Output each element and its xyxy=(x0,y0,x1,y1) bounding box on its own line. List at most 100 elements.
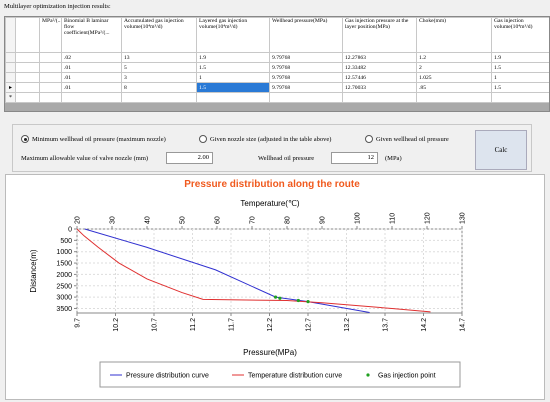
cell: 1.5 xyxy=(491,62,549,73)
radio-option[interactable]: Given nozzle size (adjusted in the table… xyxy=(199,135,331,143)
cell: 12.70033 xyxy=(342,82,417,93)
x-tick-label: 13.2 xyxy=(344,318,351,332)
cell: 1.025 xyxy=(416,72,492,83)
radio-label[interactable]: Given wellhead oil pressure xyxy=(376,135,449,143)
cell xyxy=(15,52,40,63)
cell xyxy=(491,92,549,103)
cell xyxy=(342,92,417,103)
chart: Pressure distribution along the route Te… xyxy=(29,179,467,388)
cell xyxy=(39,92,62,103)
cell xyxy=(61,92,122,103)
legend-label: Pressure distribution curve xyxy=(126,373,209,380)
x-tick-label: 11.2 xyxy=(190,318,197,331)
cell: 9.79768 xyxy=(269,62,343,73)
cell xyxy=(39,82,62,93)
data-line xyxy=(84,228,370,314)
cell: 9.79768 xyxy=(269,52,343,63)
x2-tick-label: 80 xyxy=(285,216,292,224)
radio-option[interactable]: Given wellhead oil pressure xyxy=(365,135,449,143)
cell: 1.5 xyxy=(196,62,270,73)
radio-option[interactable]: Minimum wellhead oil pressure (maximum n… xyxy=(21,135,166,143)
data-line xyxy=(76,228,431,313)
y-tick-label: 1500 xyxy=(56,261,72,268)
cell: 3 xyxy=(121,72,197,83)
x-axis-label: Pressure(MPa) xyxy=(243,348,297,357)
radio-dot[interactable] xyxy=(365,135,373,143)
cell: 13 xyxy=(121,52,197,63)
y-tick-label: 2000 xyxy=(56,272,72,279)
y-tick-label: 2500 xyxy=(56,283,72,290)
cell xyxy=(196,92,270,103)
cell: 1 xyxy=(196,72,270,83)
x2-tick-label: 90 xyxy=(320,216,327,224)
data-point xyxy=(296,298,300,303)
cell xyxy=(39,72,62,83)
y-axis-label: Distance(m) xyxy=(29,249,38,292)
radio-label[interactable]: Minimum wellhead oil pressure (maximum n… xyxy=(32,135,166,143)
y-tick-label: 1000 xyxy=(56,249,72,256)
calc-button[interactable]: Calc xyxy=(475,130,527,170)
cell xyxy=(15,82,40,93)
header-cell: Gas injection pressure at the layer posi… xyxy=(342,17,417,53)
x-tick-label: 10.2 xyxy=(113,318,120,332)
cell: 9.79768 xyxy=(269,72,343,83)
cell: 1.9 xyxy=(196,52,270,63)
legend-label: Temperature distribution curve xyxy=(248,373,342,380)
data-row: ▸ .01 8 1.5 9.79768 12.70033.85 1.5 xyxy=(5,82,549,93)
cell: 2 xyxy=(416,62,492,73)
data-point xyxy=(306,300,310,304)
chart-title: Pressure distribution along the route xyxy=(184,179,360,190)
x-tick-label: 14.7 xyxy=(460,318,467,332)
y-tick-label: 3000 xyxy=(56,295,72,302)
cell: .01 xyxy=(61,72,122,83)
radio-dot[interactable] xyxy=(21,135,29,143)
legend-label: Gas injection point xyxy=(378,373,436,380)
cell xyxy=(15,72,40,83)
cell: .01 xyxy=(61,62,122,73)
x2-tick-label: 40 xyxy=(145,216,152,224)
new-row: * xyxy=(5,92,549,103)
header-row: MPa²/(... Binomial B laminar flow coeffic… xyxy=(5,17,549,53)
row-header xyxy=(5,62,16,73)
data-row: .01 3 1 9.79768 12.57446 1.025 1 xyxy=(5,72,549,83)
x2-tick-label: 50 xyxy=(180,216,187,224)
x-tick-label: 10.7 xyxy=(152,318,159,332)
legend-box xyxy=(99,361,461,388)
pressure-unit: (MPa) xyxy=(385,155,402,162)
header-cell: Gas injection volume(10⁴m³/d) xyxy=(491,17,549,53)
cell: 8 xyxy=(121,82,197,93)
radio-dot[interactable] xyxy=(199,135,207,143)
cell xyxy=(269,92,343,103)
results-table: MPa²/(... Binomial B laminar flow coeffic… xyxy=(5,17,549,103)
x-tick-label: 12.7 xyxy=(306,318,313,332)
results-grid: MPa²/(... Binomial B laminar flow coeffic… xyxy=(4,16,550,112)
legend-swatch xyxy=(366,373,370,377)
x2-tick-label: 100 xyxy=(355,212,362,224)
nozzle-label: Maximum allowable value of valve nozzle … xyxy=(21,155,149,162)
data-row: .02 13 1.9 9.79768 12.27863 1.2 1.9 xyxy=(5,52,549,63)
header-cell: Layered gas injection volume(10⁴m³/d) xyxy=(196,17,270,53)
row-header xyxy=(5,52,16,63)
header-cell: MPa²/(... xyxy=(39,17,62,53)
cell: 5 xyxy=(121,62,197,73)
y-tick-label: 500 xyxy=(60,238,72,245)
radio-label[interactable]: Given nozzle size (adjusted in the table… xyxy=(210,135,332,143)
x2-axis-label: Temperature(℃) xyxy=(240,199,300,208)
header-cell xyxy=(15,17,40,53)
cell xyxy=(39,52,62,63)
cell: 1.5 xyxy=(196,82,270,93)
x-tick-label: 11.7 xyxy=(229,318,236,331)
header-cell: Accumulated gas injection volume(10⁴m³/d… xyxy=(121,17,197,53)
x2-tick-label: 70 xyxy=(250,216,257,224)
cell: 12.33482 xyxy=(342,62,417,73)
options-panel: Minimum wellhead oil pressure (maximum n… xyxy=(12,124,532,172)
cell xyxy=(121,92,197,103)
x2-tick-label: 120 xyxy=(425,212,432,224)
row-header xyxy=(5,72,16,83)
cell: .85 xyxy=(416,82,492,93)
pressure-input[interactable]: 12 xyxy=(331,152,378,164)
x2-tick-label: 60 xyxy=(215,216,222,224)
row-header xyxy=(5,17,16,53)
nozzle-input[interactable]: 2.00 xyxy=(166,152,213,164)
